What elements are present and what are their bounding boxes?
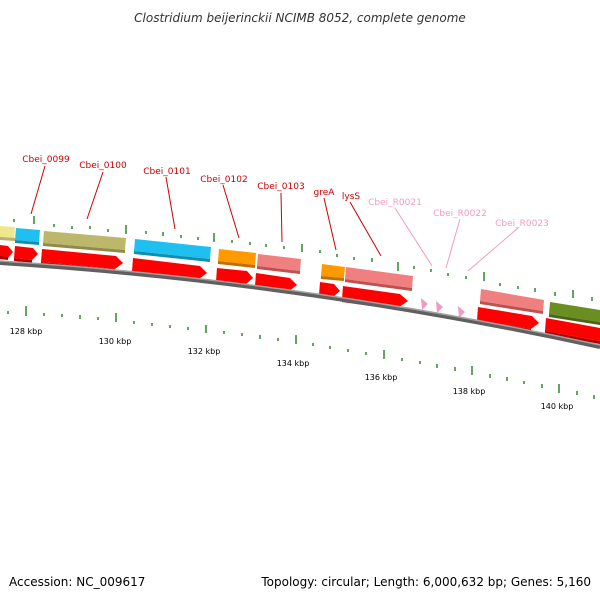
map-title: Clostridium beijerinckii NCIMB 8052, com… bbox=[134, 11, 466, 25]
feature-box[interactable] bbox=[134, 251, 210, 262]
tick-label: 140 kbp bbox=[541, 402, 574, 411]
gene-label-cbei-0099[interactable]: Cbei_0099 bbox=[22, 155, 70, 165]
feature-box[interactable] bbox=[345, 279, 412, 291]
feature-box[interactable] bbox=[15, 240, 39, 245]
rna-arrow-track bbox=[421, 298, 465, 318]
feature-box[interactable] bbox=[321, 264, 345, 278]
cds-arrow[interactable] bbox=[14, 258, 32, 263]
rna-leader-lines bbox=[394, 207, 519, 272]
gene-labels: Cbei_0099 Cbei_0100 Cbei_0101 Cbei_0102 … bbox=[22, 155, 549, 229]
genome-backbone-highlight bbox=[0, 260, 600, 346]
cds-arrow[interactable] bbox=[545, 318, 600, 341]
cds-arrow[interactable] bbox=[132, 258, 207, 279]
feature-box-track bbox=[0, 226, 600, 325]
tick-label: 136 kbp bbox=[365, 373, 398, 382]
feature-box[interactable] bbox=[218, 249, 256, 265]
cds-arrow[interactable] bbox=[41, 249, 123, 269]
rna-arrow[interactable] bbox=[436, 301, 443, 313]
feature-box[interactable] bbox=[134, 239, 211, 259]
tick-label: 128 kbp bbox=[10, 327, 43, 336]
gene-leader-lines bbox=[30, 165, 382, 257]
feature-box[interactable] bbox=[321, 276, 344, 281]
cds-arrow[interactable] bbox=[216, 268, 253, 284]
gene-label-cbei-0103[interactable]: Cbei_0103 bbox=[257, 182, 304, 192]
genome-backbone bbox=[0, 261, 600, 349]
gene-label-cbei-0102[interactable]: Cbei_0102 bbox=[200, 175, 247, 185]
accession-text: Accession: NC_009617 bbox=[9, 575, 145, 589]
cds-arrow[interactable] bbox=[477, 307, 539, 329]
cds-arrow[interactable] bbox=[545, 331, 600, 344]
lower-tick-track bbox=[7, 306, 595, 399]
genome-summary-text: Topology: circular; Length: 6,000,632 bp… bbox=[260, 575, 591, 589]
rna-label-cbei-r0023[interactable]: Cbei_R0023 bbox=[495, 219, 549, 229]
rna-label-cbei-r0021[interactable]: Cbei_R0021 bbox=[368, 198, 422, 208]
tick-label: 138 kbp bbox=[453, 387, 486, 396]
upper-tick-track bbox=[13, 216, 593, 301]
gene-label-cbei-0100[interactable]: Cbei_0100 bbox=[79, 161, 127, 171]
gene-label-lyss[interactable]: lysS bbox=[342, 192, 361, 202]
cds-arrow[interactable] bbox=[0, 245, 13, 258]
rna-label-cbei-r0022[interactable]: Cbei_R0022 bbox=[433, 209, 487, 219]
cds-arrow[interactable] bbox=[14, 246, 38, 260]
rna-arrow[interactable] bbox=[458, 306, 465, 318]
gene-label-grea[interactable]: greA bbox=[314, 188, 336, 198]
feature-box[interactable] bbox=[0, 226, 15, 240]
feature-box[interactable] bbox=[257, 254, 301, 271]
cds-arrow[interactable] bbox=[0, 256, 8, 260]
feature-box[interactable] bbox=[257, 266, 300, 274]
feature-box[interactable] bbox=[15, 228, 40, 242]
feature-box[interactable] bbox=[218, 261, 255, 268]
gene-label-cbei-0101[interactable]: Cbei_0101 bbox=[143, 167, 190, 177]
feature-box[interactable] bbox=[345, 267, 413, 288]
feature-box[interactable] bbox=[43, 243, 125, 253]
cds-arrow[interactable] bbox=[342, 286, 408, 307]
tick-label: 132 kbp bbox=[188, 347, 221, 356]
cds-arrow[interactable] bbox=[319, 282, 340, 297]
feature-box[interactable] bbox=[549, 302, 600, 322]
feature-box[interactable] bbox=[480, 289, 544, 311]
feature-box[interactable] bbox=[480, 301, 543, 314]
tick-label: 130 kbp bbox=[99, 337, 132, 346]
tick-labels: 128 kbp 130 kbp 132 kbp 134 kbp 136 kbp … bbox=[10, 327, 574, 411]
feature-box[interactable] bbox=[0, 237, 15, 241]
rna-arrow[interactable] bbox=[421, 298, 428, 310]
feature-box[interactable] bbox=[43, 231, 126, 250]
tick-label: 134 kbp bbox=[277, 359, 310, 368]
feature-box[interactable] bbox=[549, 314, 600, 325]
